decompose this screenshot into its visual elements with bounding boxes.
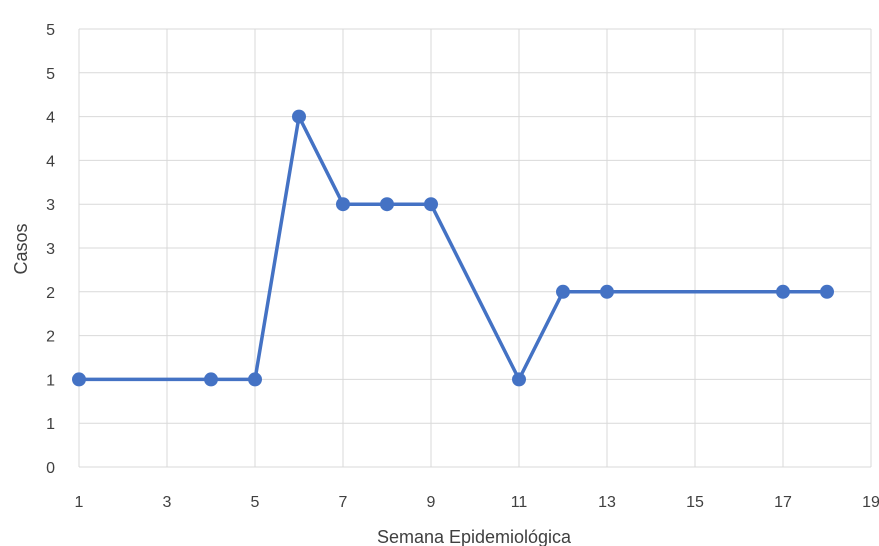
chart-grid [78,28,872,468]
x-tick-label: 7 [339,494,348,511]
y-tick-label: 3 [46,241,55,258]
x-tick-label: 9 [427,494,436,511]
x-tick-label: 5 [251,494,260,511]
data-point [424,197,438,212]
data-point [600,284,614,299]
data-point [248,372,262,387]
y-tick-label: 1 [46,372,55,389]
data-point [776,284,790,299]
y-tick-label: 4 [46,110,55,127]
y-tick-label: 4 [46,153,55,170]
data-point [204,372,218,387]
data-point [556,284,570,299]
x-tick-label: 17 [774,494,792,511]
x-tick-label: 15 [686,494,704,511]
x-tick-label: 11 [511,494,528,511]
data-point [292,109,306,124]
data-point [512,372,526,387]
y-axis-ticks: 0 1 1 2 2 3 3 4 4 5 5 [46,22,55,477]
data-point [336,197,350,212]
data-point [72,372,86,387]
x-tick-label: 19 [862,494,879,511]
y-tick-label: 5 [46,66,55,83]
series-group [72,109,834,387]
y-tick-label: 5 [46,22,55,39]
data-point [820,284,834,299]
y-tick-label: 3 [46,197,55,214]
y-tick-label: 1 [46,416,55,433]
data-point [380,197,394,212]
y-axis-title: Casos [11,223,31,274]
y-tick-label: 2 [46,285,55,302]
y-tick-label: 2 [46,329,55,346]
x-axis-title: Semana Epidemiológica [377,527,572,546]
x-axis-ticks: 1 3 5 7 9 11 13 15 17 19 [75,494,879,511]
x-tick-label: 3 [163,494,172,511]
x-tick-label: 1 [75,494,84,511]
x-tick-label: 13 [598,494,616,511]
series-line [79,114,827,382]
y-tick-label: 0 [46,460,55,477]
